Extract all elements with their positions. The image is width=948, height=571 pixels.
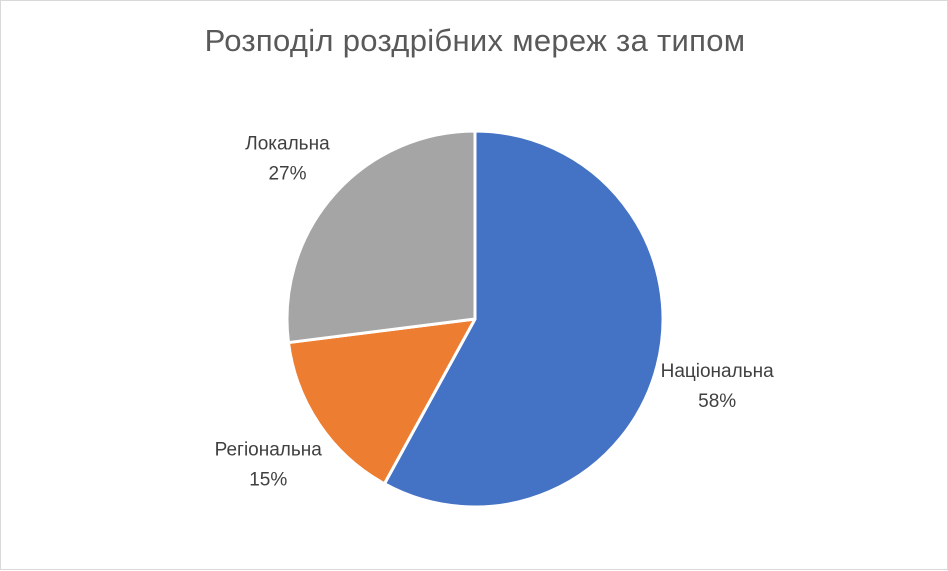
data-label-slice-2: Регіональна 15% xyxy=(215,440,323,491)
data-label-category: Національна xyxy=(661,361,774,382)
data-label-percent: 15% xyxy=(249,470,287,491)
pie-slice-2 xyxy=(286,317,477,486)
data-label-category: Локальна xyxy=(245,134,330,155)
data-label-percent: 27% xyxy=(268,164,306,185)
pie-slice-1 xyxy=(382,129,665,509)
data-label-category: Регіональна xyxy=(215,440,323,461)
chart-title: Розподіл роздрібних мереж за типом xyxy=(204,23,746,58)
data-label-slice-3: Локальна 27% xyxy=(245,134,330,185)
data-label-slice-1: Національна 58% xyxy=(661,361,774,412)
data-label-percent: 58% xyxy=(698,391,736,412)
pie-slice-3 xyxy=(285,129,477,345)
